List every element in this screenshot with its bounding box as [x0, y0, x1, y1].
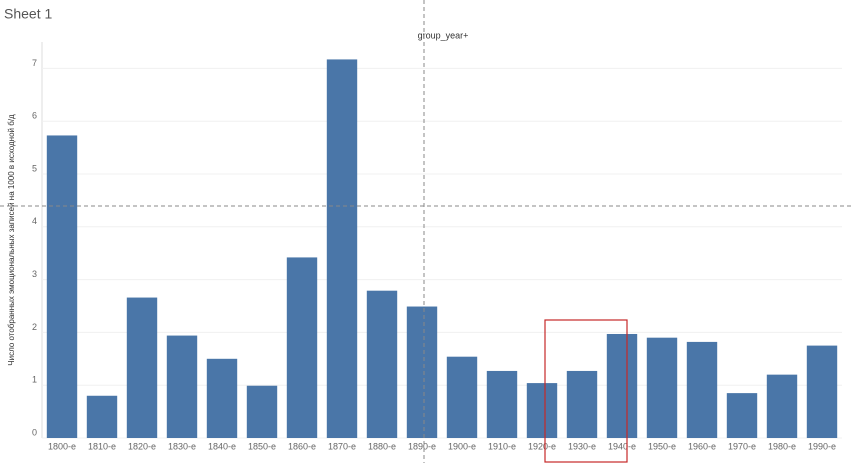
- column-header: group_year+: [418, 30, 469, 40]
- bar: [446, 356, 478, 438]
- bar: [526, 383, 558, 438]
- y-tick-label: 6: [32, 111, 37, 121]
- bar: [86, 395, 118, 438]
- bar: [166, 335, 198, 438]
- bar: [406, 306, 438, 438]
- bar: [806, 345, 838, 438]
- bar: [606, 333, 638, 438]
- bar: [46, 135, 78, 438]
- x-tick-label: 1940-е: [608, 441, 636, 451]
- x-tick-label: 1990-е: [808, 441, 836, 451]
- x-tick-label: 1930-е: [568, 441, 596, 451]
- bar: [246, 385, 278, 438]
- bar: [486, 370, 518, 438]
- bar: [566, 370, 598, 438]
- x-tick-label: 1860-е: [288, 441, 316, 451]
- x-tick-label: 1880-е: [368, 441, 396, 451]
- x-tick-label: 1960-е: [688, 441, 716, 451]
- y-tick-label: 3: [32, 269, 37, 279]
- x-tick-label: 1920-е: [528, 441, 556, 451]
- bar: [686, 341, 718, 438]
- bar: [766, 374, 798, 438]
- bar: [286, 257, 318, 438]
- x-tick-label: 1890-е: [408, 441, 436, 451]
- x-tick-label: 1820-е: [128, 441, 156, 451]
- x-tick-label: 1910-е: [488, 441, 516, 451]
- bar: [646, 337, 678, 438]
- x-tick-label: 1850-е: [248, 441, 276, 451]
- x-tick-label: 1800-е: [48, 441, 76, 451]
- x-tick-label: 1830-е: [168, 441, 196, 451]
- y-axis-title: Число отобранных эмоциональных записей н…: [7, 114, 16, 366]
- x-tick-label: 1810-е: [88, 441, 116, 451]
- x-tick-label: 1950-е: [648, 441, 676, 451]
- bar: [126, 297, 158, 438]
- x-tick-label: 1900-е: [448, 441, 476, 451]
- x-tick-label: 1870-е: [328, 441, 356, 451]
- highlight-box: [544, 319, 628, 463]
- y-tick-label: 1: [32, 375, 37, 385]
- y-tick-label: 7: [32, 58, 37, 68]
- bar: [366, 290, 398, 438]
- y-tick-label: 2: [32, 322, 37, 332]
- y-tick-label: 4: [32, 216, 37, 226]
- bar: [726, 393, 758, 438]
- bar: [206, 358, 238, 438]
- bar: [326, 59, 358, 438]
- x-tick-label: 1980-е: [768, 441, 796, 451]
- sheet-title: Sheet 1: [4, 6, 52, 22]
- x-tick-label: 1970-е: [728, 441, 756, 451]
- y-tick-label: 5: [32, 163, 37, 173]
- y-tick-label: 0: [32, 427, 37, 437]
- x-tick-label: 1840-е: [208, 441, 236, 451]
